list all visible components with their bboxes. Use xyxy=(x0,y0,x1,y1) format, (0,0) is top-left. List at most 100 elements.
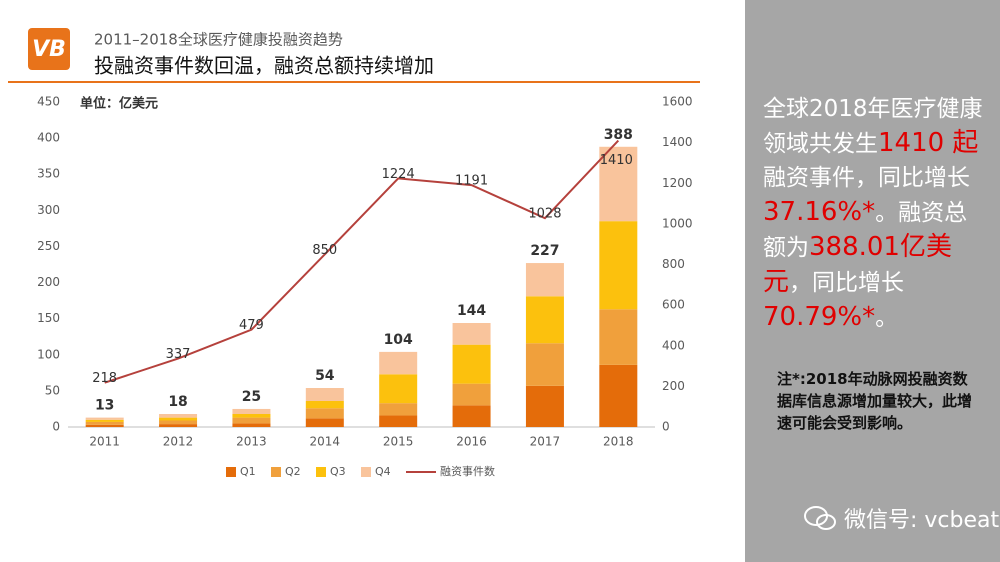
y2-tick-label: 0 xyxy=(662,420,670,434)
x-tick-label: 2018 xyxy=(603,435,634,449)
summary-text: 全球2018年医疗健康领域共发生 xyxy=(763,96,983,157)
bar-segment xyxy=(159,414,198,418)
legend-swatch xyxy=(361,467,371,477)
line-label: 1224 xyxy=(382,167,415,182)
bar-segment xyxy=(159,424,198,427)
y-tick-label: 450 xyxy=(37,95,60,109)
bar-segment xyxy=(159,417,198,421)
legend-swatch xyxy=(271,467,281,477)
total-label: 227 xyxy=(530,243,559,259)
bar-segment xyxy=(305,388,344,401)
y2-tick-label: 600 xyxy=(662,298,685,312)
bar-segment xyxy=(305,418,344,427)
y-tick-label: 350 xyxy=(37,167,60,181)
legend-label: Q2 xyxy=(285,465,301,478)
y-tick-label: 150 xyxy=(37,311,60,325)
bar-segment xyxy=(379,415,418,427)
line-label: 1191 xyxy=(455,174,488,189)
highlight: 1410 起 xyxy=(878,128,979,158)
y-tick-label: 50 xyxy=(45,383,60,397)
total-label: 54 xyxy=(315,368,335,384)
title: 投融资事件数回温，融资总额持续增加 xyxy=(94,54,434,78)
x-tick-label: 2013 xyxy=(236,435,267,449)
y2-tick-label: 1200 xyxy=(662,176,693,190)
highlight: 70.79%* xyxy=(763,302,876,332)
legend-label: Q1 xyxy=(240,465,256,478)
y2-tick-label: 200 xyxy=(662,379,685,393)
line-label: 1028 xyxy=(528,207,561,222)
x-tick-label: 2011 xyxy=(89,435,120,449)
x-tick-label: 2017 xyxy=(530,435,561,449)
summary-text: ，同比增长 xyxy=(789,270,905,296)
line-label: 1410 xyxy=(600,153,633,168)
bar-segment xyxy=(305,408,344,419)
bar-segment xyxy=(305,401,344,409)
legend-swatch xyxy=(316,467,326,477)
bar-segment xyxy=(525,263,564,297)
bar-segment xyxy=(379,351,418,375)
bar-segment xyxy=(599,146,638,222)
subtitle: 2011–2018全球医疗健康投融资趋势 xyxy=(94,31,343,49)
legend-label: Q3 xyxy=(330,465,346,478)
line-label: 850 xyxy=(312,243,337,258)
summary-text: 。 xyxy=(875,305,899,331)
line xyxy=(104,139,620,384)
wechat-icon xyxy=(804,506,836,530)
total-label: 104 xyxy=(384,332,413,348)
line-label: 337 xyxy=(166,347,191,362)
bar-segment xyxy=(452,344,491,384)
bar-segment xyxy=(232,414,271,418)
total-label: 13 xyxy=(95,398,114,414)
line-label: 218 xyxy=(92,371,117,386)
bar-segment xyxy=(85,417,124,420)
x-tick-label: 2012 xyxy=(163,435,194,449)
y2-tick-label: 1400 xyxy=(662,135,693,149)
x-tick-label: 2015 xyxy=(383,435,414,449)
summary: 全球2018年医疗健康领域共发生1410 起融资事件，同比增长 37.16%*。融… xyxy=(763,92,988,335)
y2-tick-label: 800 xyxy=(662,257,685,271)
total-label: 144 xyxy=(457,303,486,319)
y-tick-label: 200 xyxy=(37,275,60,289)
summary-text: 融资事件，同比增长 xyxy=(763,165,970,191)
summary-text: 。融资总额为 xyxy=(763,200,968,261)
total-label: 388 xyxy=(604,127,633,143)
bar-segment xyxy=(232,423,271,427)
bar-segment xyxy=(525,343,564,386)
bar-segment xyxy=(159,420,198,425)
y2-tick-label: 1600 xyxy=(662,95,693,109)
bar-segment xyxy=(85,424,124,427)
y-tick-label: 400 xyxy=(37,131,60,145)
legend-swatch xyxy=(226,467,236,477)
x-tick-label: 2014 xyxy=(310,435,341,449)
total-label: 18 xyxy=(168,394,187,410)
y2-tick-label: 1000 xyxy=(662,216,693,230)
bar-segment xyxy=(452,383,491,406)
note: 注*:2018年动脉网投融资数据库信息源增加量较大，此增速可能会受到影响。 xyxy=(777,370,973,432)
bar-segment xyxy=(232,408,271,414)
bar-segment xyxy=(525,385,564,427)
line-label: 479 xyxy=(239,318,264,333)
bar-segment xyxy=(232,417,271,424)
legend-label: Q4 xyxy=(375,465,391,478)
bar-segment xyxy=(85,419,124,422)
bar-segment xyxy=(452,323,491,345)
y-tick-label: 0 xyxy=(52,420,60,434)
total-label: 25 xyxy=(242,389,261,405)
bar-segment xyxy=(379,403,418,416)
bar-segment xyxy=(599,364,638,427)
y-tick-label: 300 xyxy=(37,203,60,217)
side-panel: 全球2018年医疗健康领域共发生1410 起融资事件，同比增长 37.16%*。融… xyxy=(745,0,1000,562)
logo: VB xyxy=(32,37,66,62)
y2-tick-label: 400 xyxy=(662,338,685,352)
highlight: 37.16%* xyxy=(763,197,876,227)
watermark: 微信号: vcbeat xyxy=(803,502,999,534)
x-tick-label: 2016 xyxy=(456,435,487,449)
bar-segment xyxy=(85,421,124,425)
logo-box xyxy=(28,28,70,70)
y-tick-label: 100 xyxy=(37,347,60,361)
watermark-text: 微信号: vcbeat xyxy=(844,508,1000,533)
bar-segment xyxy=(452,405,491,427)
bar-segment xyxy=(379,374,418,404)
bar-segment xyxy=(599,221,638,310)
